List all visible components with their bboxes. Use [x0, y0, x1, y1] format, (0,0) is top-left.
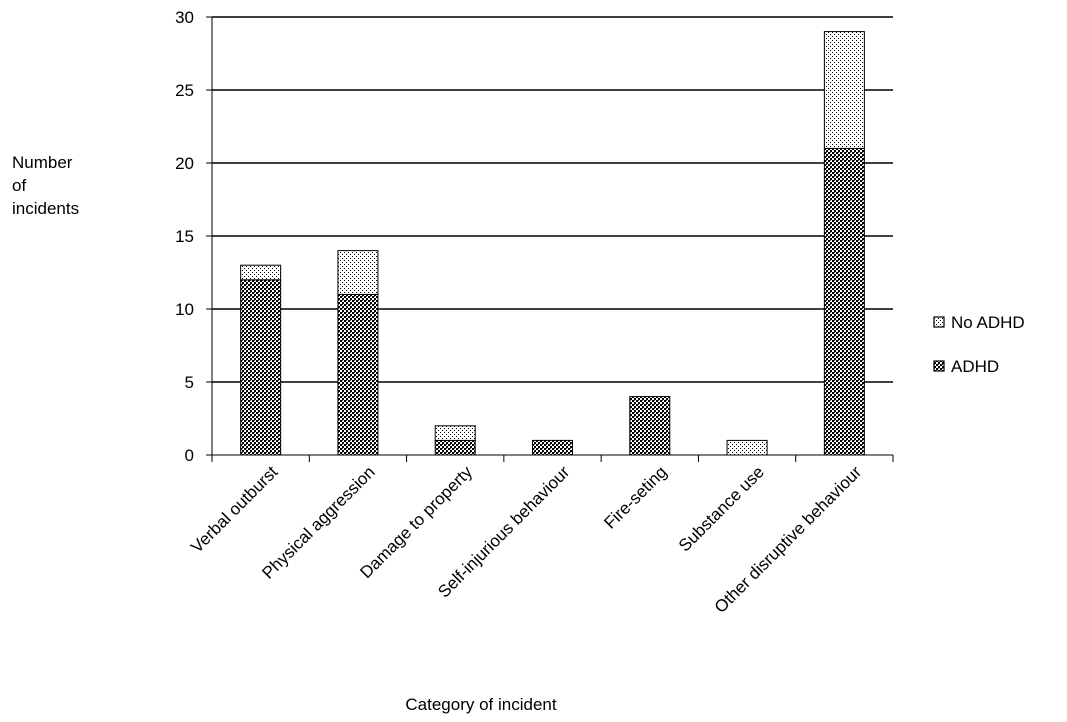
bar-segment-adhd: [532, 439, 573, 456]
bar-segment-adhd: [337, 293, 379, 456]
bar-segment-no-adhd: [240, 264, 282, 281]
bar-segment-adhd: [240, 279, 282, 456]
bar-segment-adhd: [434, 439, 476, 456]
x-tick-label: Verbal outburst: [187, 462, 281, 556]
x-tick-label: Fire-seting: [600, 462, 670, 532]
y-axis-label-line: Number: [12, 153, 73, 172]
y-tick-label: 0: [185, 446, 194, 465]
bar-segment-adhd: [629, 396, 671, 456]
bar-segment-no-adhd: [337, 250, 379, 295]
legend-swatch: [933, 360, 945, 372]
bar-segment-no-adhd: [434, 425, 476, 441]
bar-segment-adhd: [823, 147, 865, 456]
y-tick-label: 25: [175, 81, 194, 100]
bar-segment-no-adhd: [823, 31, 865, 149]
y-axis-label-line: incidents: [12, 199, 79, 218]
y-axis-label-line: of: [12, 176, 26, 195]
y-tick-label: 10: [175, 300, 194, 319]
legend-swatch: [933, 316, 945, 328]
y-tick-label: 15: [175, 227, 194, 246]
y-tick-label: 30: [175, 8, 194, 27]
y-tick-label: 5: [185, 373, 194, 392]
y-tick-label: 20: [175, 154, 194, 173]
x-axis-label: Category of incident: [405, 695, 556, 714]
legend-label: No ADHD: [951, 313, 1025, 332]
legend-label: ADHD: [951, 357, 999, 376]
x-tick-label: Substance use: [675, 462, 768, 555]
bar-segment-no-adhd: [726, 439, 768, 456]
